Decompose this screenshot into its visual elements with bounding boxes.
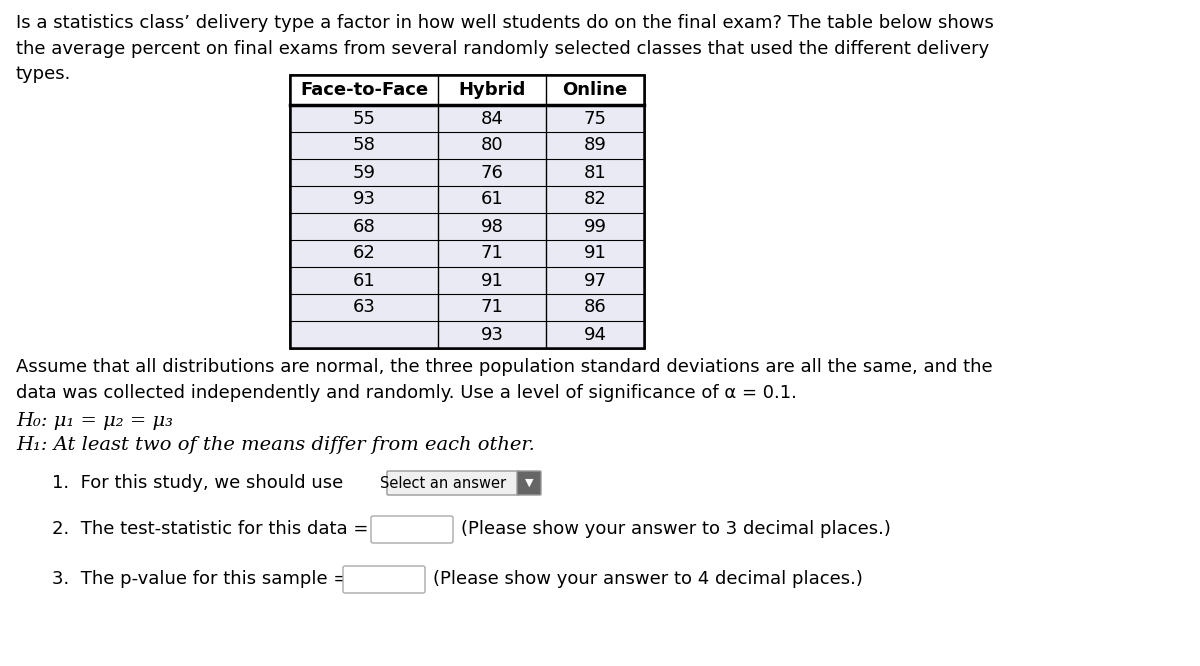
Bar	[290, 105, 644, 132]
Text: Assume that all distributions are normal, the three population standard deviatio: Assume that all distributions are normal…	[16, 358, 992, 402]
Text: H₁: At least two of the means differ from each other.: H₁: At least two of the means differ fro…	[16, 436, 535, 454]
Bar	[290, 75, 644, 348]
Text: 93: 93	[480, 326, 504, 344]
Text: 86: 86	[583, 298, 606, 316]
Text: 82: 82	[583, 190, 606, 208]
Text: H₀: μ₁ = μ₂ = μ₃: H₀: μ₁ = μ₂ = μ₃	[16, 412, 173, 430]
Text: 89: 89	[583, 137, 606, 155]
Text: 68: 68	[353, 218, 376, 236]
Bar	[290, 132, 644, 159]
Text: 91: 91	[480, 272, 504, 290]
Bar	[290, 267, 644, 294]
Text: 59: 59	[353, 163, 376, 182]
Text: Hybrid: Hybrid	[458, 81, 526, 99]
Text: Face-to-Face: Face-to-Face	[300, 81, 428, 99]
FancyBboxPatch shape	[343, 566, 425, 593]
Text: 1.  For this study, we should use: 1. For this study, we should use	[52, 474, 343, 492]
Text: 94: 94	[583, 326, 606, 344]
Text: 99: 99	[583, 218, 606, 236]
Text: 2.  The test-statistic for this data =: 2. The test-statistic for this data =	[52, 520, 368, 538]
Text: 93: 93	[353, 190, 376, 208]
Text: 55: 55	[353, 109, 376, 127]
Bar	[290, 294, 644, 321]
Text: 61: 61	[481, 190, 503, 208]
Text: 97: 97	[583, 272, 606, 290]
Bar	[290, 75, 644, 105]
Text: 71: 71	[480, 298, 504, 316]
FancyBboxPatch shape	[517, 471, 541, 495]
Text: 98: 98	[480, 218, 504, 236]
Text: 81: 81	[583, 163, 606, 182]
Text: 71: 71	[480, 244, 504, 262]
Text: Is a statistics class’ delivery type a factor in how well students do on the fin: Is a statistics class’ delivery type a f…	[16, 14, 994, 83]
Bar	[290, 213, 644, 240]
Text: 58: 58	[353, 137, 376, 155]
Bar	[290, 159, 644, 186]
Text: 63: 63	[353, 298, 376, 316]
Text: ▼: ▼	[524, 478, 533, 488]
Text: 3.  The p-value for this sample =: 3. The p-value for this sample =	[52, 570, 348, 588]
Bar	[290, 321, 644, 348]
Bar	[290, 240, 644, 267]
Bar	[290, 186, 644, 213]
Text: (Please show your answer to 3 decimal places.): (Please show your answer to 3 decimal pl…	[461, 521, 890, 539]
Text: 62: 62	[353, 244, 376, 262]
Text: 76: 76	[480, 163, 504, 182]
Text: 75: 75	[583, 109, 606, 127]
Text: (Please show your answer to 4 decimal places.): (Please show your answer to 4 decimal pl…	[433, 571, 863, 589]
FancyBboxPatch shape	[371, 516, 454, 543]
Bar	[290, 75, 644, 348]
Text: 80: 80	[481, 137, 503, 155]
Text: Select an answer: Select an answer	[380, 476, 506, 490]
Text: Online: Online	[563, 81, 628, 99]
FancyBboxPatch shape	[386, 471, 520, 495]
Text: 84: 84	[480, 109, 504, 127]
Text: 91: 91	[583, 244, 606, 262]
Text: 61: 61	[353, 272, 376, 290]
